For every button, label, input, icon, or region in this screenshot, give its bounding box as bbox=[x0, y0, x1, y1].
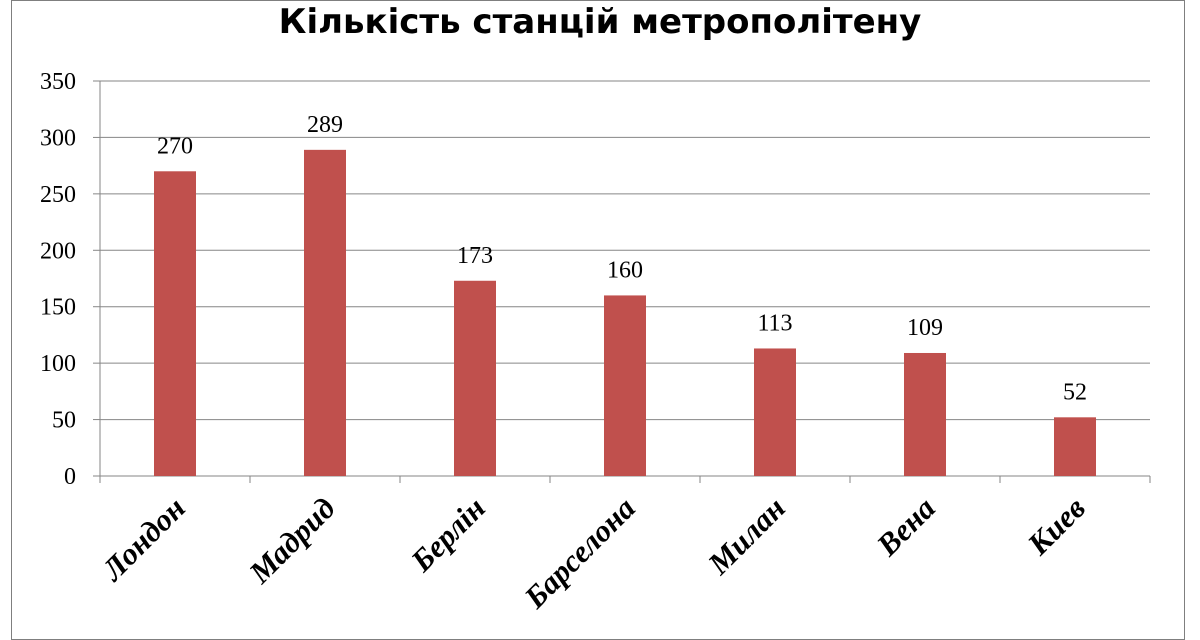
bar bbox=[1054, 417, 1096, 476]
x-tick-label: Берлін bbox=[403, 490, 492, 579]
data-label: 109 bbox=[907, 315, 943, 341]
y-tick-label: 300 bbox=[40, 125, 76, 151]
bar bbox=[304, 149, 346, 477]
bar bbox=[604, 295, 646, 476]
x-tick-label: Киев bbox=[1020, 490, 1092, 562]
y-tick-label: 350 bbox=[40, 69, 76, 95]
y-tick-label: 0 bbox=[64, 464, 76, 490]
y-tick-label: 50 bbox=[52, 408, 76, 434]
bar bbox=[154, 171, 196, 477]
x-tick-label: Лондон bbox=[94, 490, 192, 588]
x-tick-label: Мадрид bbox=[241, 490, 341, 590]
bar bbox=[454, 280, 496, 476]
y-tick-label: 100 bbox=[40, 351, 76, 377]
bar bbox=[904, 352, 946, 476]
y-tick-label: 150 bbox=[40, 295, 76, 321]
data-label: 113 bbox=[757, 310, 792, 336]
data-label: 289 bbox=[307, 112, 343, 138]
data-label: 270 bbox=[157, 133, 193, 159]
chart-frame bbox=[11, 0, 1185, 640]
data-label: 160 bbox=[607, 257, 643, 283]
x-tick-label: Вена bbox=[869, 490, 942, 563]
x-tick-label: Милан bbox=[700, 490, 792, 582]
chart-title: Кількість станцій метрополітену bbox=[278, 2, 922, 42]
x-tick-label: Барселона bbox=[517, 490, 642, 615]
bar bbox=[754, 348, 796, 476]
data-label: 173 bbox=[457, 243, 493, 269]
data-label: 52 bbox=[1063, 379, 1087, 405]
y-tick-label: 250 bbox=[40, 182, 76, 208]
y-tick-label: 200 bbox=[40, 238, 76, 264]
